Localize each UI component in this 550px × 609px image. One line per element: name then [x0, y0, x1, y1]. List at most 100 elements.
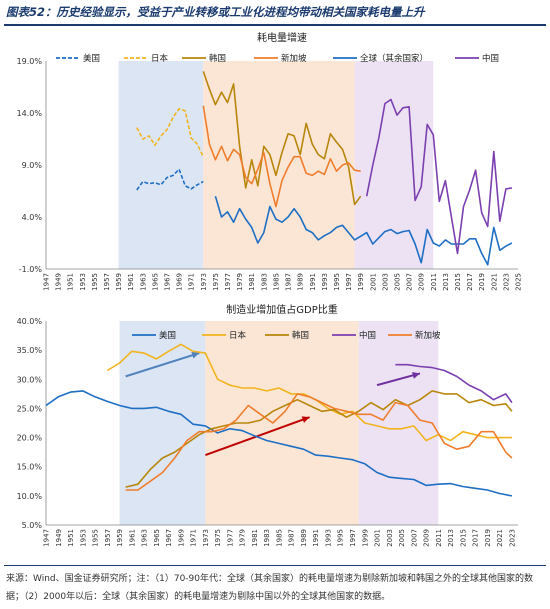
c2-legend-label-2: 韩国: [292, 330, 309, 341]
c1-series-line-5: [365, 98, 513, 255]
c2-series-line-4: [125, 393, 513, 491]
c1-series-line-1: [136, 108, 205, 158]
c2-shaded-period-2: [358, 321, 439, 525]
c1-xtick-label: 1991: [309, 273, 317, 291]
c1-xtick-label: 1951: [67, 273, 75, 291]
c1-series-line-2: [202, 71, 362, 206]
c1-legend-label-3: 新加坡: [281, 53, 307, 64]
c2-ytick-label: 20.0%: [17, 434, 43, 443]
c1-xtick-label: 1959: [115, 273, 123, 291]
c1-xtick-label: 2025: [515, 273, 523, 291]
c1-shaded-period-2: [354, 61, 434, 269]
c1-xtick-label: 1997: [345, 273, 353, 291]
c1-xtick-label: 2015: [454, 273, 462, 291]
c2-ytick-label: 15.0%: [17, 463, 43, 472]
c2-xtick-label: 1953: [79, 529, 87, 547]
c2-xtick-label: 2023: [508, 529, 516, 547]
c2-xtick-label: 1991: [312, 529, 320, 547]
c1-xtick-label: 1973: [200, 273, 208, 291]
c2-xtick-label: 1955: [92, 529, 100, 547]
c1-legend-label-1: 日本: [151, 53, 169, 64]
c1-xtick-label: 2003: [381, 273, 389, 291]
c2-xtick-label: 1975: [214, 529, 222, 547]
c1-xtick-label: 1975: [212, 273, 220, 291]
c2-xtick-label: 1999: [361, 529, 369, 547]
c2-xtick-label: 2007: [410, 529, 418, 547]
c1-xtick-label: 1985: [272, 273, 280, 291]
consumption-growth-chart: 耗电量增速 -1.0% 4.0% 9.0% 14.0% 19.0% 1947 1949 1951…: [17, 31, 523, 291]
c1-xtick-label: 1977: [224, 273, 232, 291]
c2-xtick-label: 2001: [374, 529, 382, 547]
c2-xtick-label: 1979: [239, 529, 247, 547]
c2-ytick-label: 30.0%: [17, 375, 43, 384]
c1-xtick-label: 1969: [176, 273, 184, 291]
c1-xtick-label: 2007: [406, 273, 414, 291]
c2-xtick-label: 1997: [349, 529, 357, 547]
c2-xtick-label: 1963: [141, 529, 149, 547]
c1-xtick-label: 2021: [490, 273, 498, 291]
c2-xtick-label: 1987: [288, 529, 296, 547]
c1-legend-label-0: 美国: [83, 53, 100, 64]
c1-title: 耗电量增速: [257, 31, 307, 44]
c1-xtick-label: 1967: [164, 273, 172, 291]
c1-xtick-label: 1965: [151, 273, 159, 291]
c2-xtick-label: 1967: [165, 529, 173, 547]
c1-legend-label-5: 中国: [482, 53, 499, 64]
c1-series-line-0: [136, 168, 204, 191]
c2-trend-arrow-2: [376, 372, 421, 387]
c2-trend-arrow-1: [205, 416, 310, 456]
c1-xtick-label: 2011: [430, 273, 438, 291]
c2-ytick-label: 25.0%: [17, 404, 43, 413]
c2-trend-arrow-head-2: [412, 371, 420, 379]
c2-xtick-label: 1947: [43, 529, 51, 547]
bottom-rule: [4, 565, 546, 566]
c2-series-line-3: [395, 363, 513, 404]
c1-xtick-label: 2023: [502, 273, 510, 291]
c1-xtick-label: 1957: [103, 273, 111, 291]
c1-xtick-label: 1987: [285, 273, 293, 291]
c2-ytick-label: 35.0%: [17, 346, 43, 355]
c2-xtick-label: 2003: [386, 529, 394, 547]
c2-title: 制造业增加值占GDP比重: [226, 303, 337, 316]
c2-ytick-label: 5.0%: [22, 521, 43, 530]
c1-series-line-4: [214, 195, 513, 266]
c1-ytick-label: 14.0%: [17, 109, 43, 118]
c1-legend-label-2: 韩国: [209, 53, 226, 64]
manufacturing-share-chart: 制造业增加值占GDP比重 5.0% 10.0% 15.0% 20.0% 25.0% 30.0…: [17, 303, 518, 547]
c2-shaded-period-1: [205, 321, 359, 525]
c1-xtick-label: 1999: [357, 273, 365, 291]
c2-xtick-label: 2019: [484, 529, 492, 547]
c1-shaded-period-0: [118, 61, 204, 269]
c1-xtick-label: 1963: [139, 273, 147, 291]
c2-xtick-label: 2021: [496, 529, 504, 547]
c1-xtick-label: 2013: [442, 273, 450, 291]
c2-legend-label-1: 日本: [229, 330, 247, 341]
c2-xtick-label: 1969: [177, 529, 185, 547]
c2-xtick-label: 1949: [55, 529, 63, 547]
c1-ytick-label: 4.0%: [22, 213, 43, 222]
c1-xtick-label: 2005: [393, 273, 401, 291]
figure-title: 图表52：历史经验显示，受益于产业转移或工业化进程均带动相关国家耗电量上升: [6, 5, 425, 19]
c2-series-line-0: [45, 390, 513, 497]
c2-xtick-label: 1973: [202, 529, 210, 547]
c1-xtick-label: 2001: [369, 273, 377, 291]
c1-xtick-label: 1955: [91, 273, 99, 291]
c2-xtick-label: 1993: [324, 529, 332, 547]
c1-xtick-label: 1979: [236, 273, 244, 291]
c1-xtick-label: 1947: [43, 273, 51, 291]
c2-xtick-label: 1961: [128, 529, 136, 547]
c2-xtick-label: 1995: [337, 529, 345, 547]
c2-trend-arrow-head-0: [191, 351, 200, 359]
c2-trend-arrow-head-1: [301, 416, 310, 423]
c1-ytick-label: 9.0%: [22, 161, 43, 170]
title-rule: [4, 24, 546, 26]
c2-trend-arrow-0: [125, 352, 200, 378]
c2-xtick-label: 2009: [423, 529, 431, 547]
c1-xtick-label: 1949: [55, 273, 63, 291]
c2-legend-label-0: 美国: [159, 330, 176, 341]
c2-ytick-label: 40.0%: [17, 317, 43, 326]
c2-xtick-label: 1977: [226, 529, 234, 547]
c2-xtick-label: 2005: [398, 529, 406, 547]
c1-xtick-label: 1961: [127, 273, 135, 291]
c1-xtick-label: 1989: [297, 273, 305, 291]
